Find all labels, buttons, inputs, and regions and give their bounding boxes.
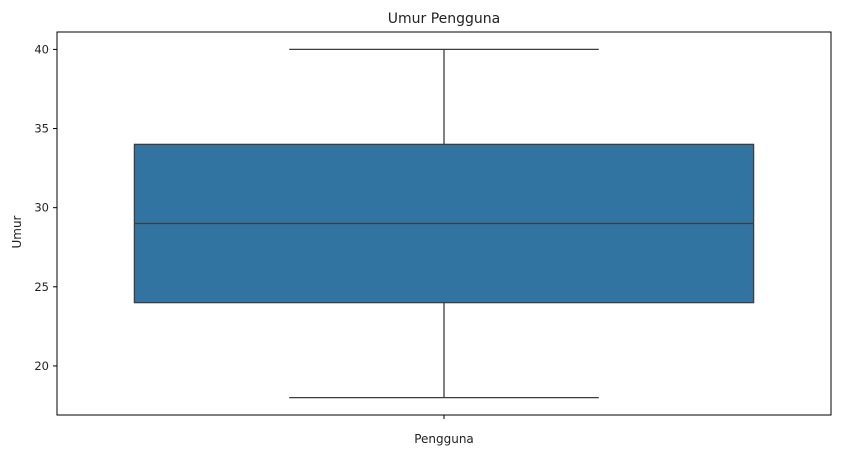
y-axis-label: Umur — [10, 215, 24, 248]
plot-frame — [56, 31, 832, 416]
plot-area: 20 25 30 35 40 — [34, 42, 755, 419]
y-tick-label: 35 — [34, 122, 49, 136]
y-tick-label: 30 — [34, 201, 49, 215]
x-axis-label: Pengguna — [414, 432, 474, 446]
y-tick-label: 40 — [34, 42, 49, 56]
y-tick-label: 25 — [34, 280, 49, 294]
y-tick-label: 20 — [34, 359, 49, 373]
chart-title: Umur Pengguna — [388, 11, 501, 27]
